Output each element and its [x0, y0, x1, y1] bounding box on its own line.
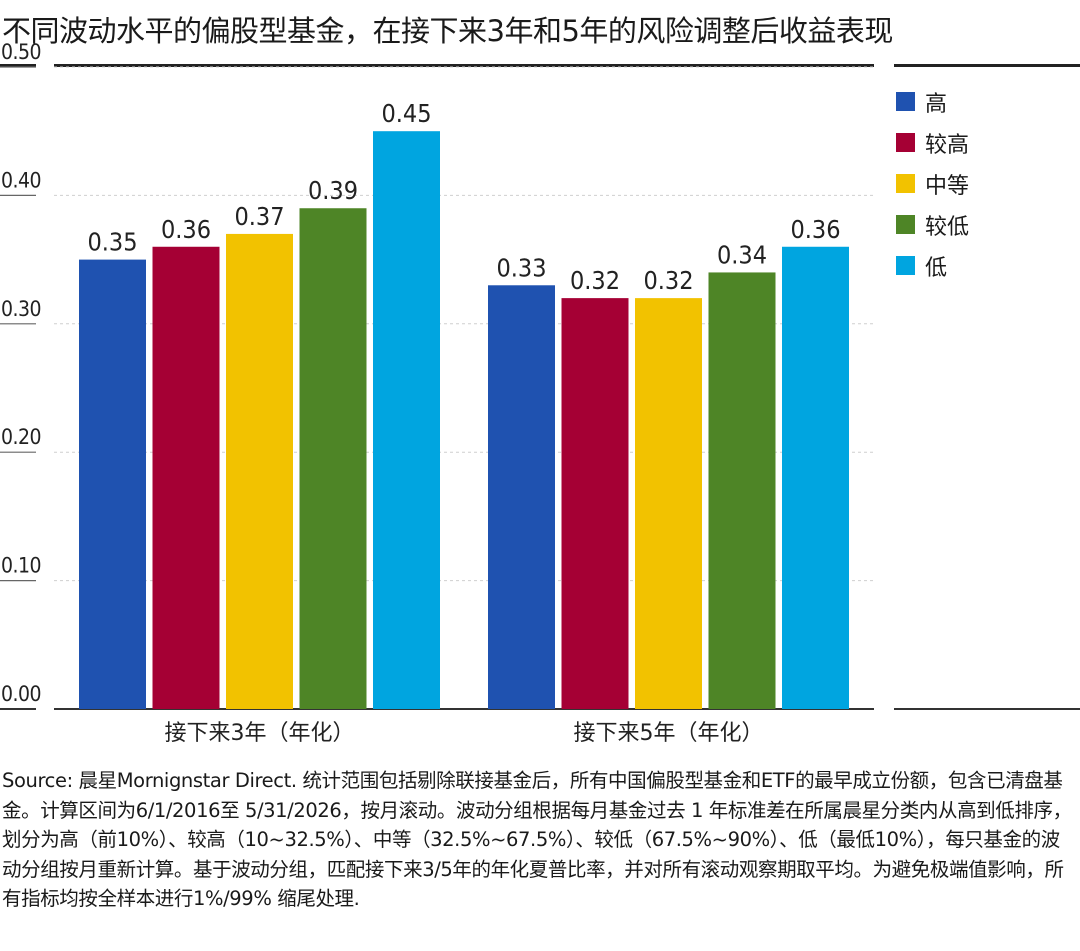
data-label: 0.34 [717, 240, 767, 269]
legend-label: 中等 [925, 173, 970, 199]
bar [373, 131, 440, 709]
chart-title: 不同波动水平的偏股型基金，在接下来3年和5年的风险调整后收益表现 [2, 14, 893, 48]
legend-label: 低 [925, 255, 948, 281]
legend-swatch [896, 92, 915, 111]
data-label: 0.36 [790, 215, 840, 244]
legend-swatch [896, 174, 915, 193]
bar [79, 259, 146, 709]
data-label: 0.39 [308, 176, 358, 205]
top-rule-left [0, 64, 36, 67]
source-note: Source: 晨星Mornignstar Direct. 统计范围包括剔除联接… [2, 769, 1072, 910]
legend-item: 高 [896, 81, 969, 122]
legend: 高较高 中等 较低低 [896, 81, 969, 286]
data-label: 0.32 [643, 266, 693, 295]
data-label: 0.37 [234, 202, 284, 231]
legend-item: 低 [896, 245, 969, 286]
bar [782, 246, 849, 709]
data-label: 0.33 [496, 253, 546, 282]
data-label: 0.35 [87, 228, 137, 257]
top-rule-right [894, 64, 1080, 67]
y-tick-label: 0.00 [1, 682, 41, 706]
data-label: 0.45 [381, 99, 431, 128]
top-rule-main [54, 64, 874, 67]
bar [226, 233, 293, 710]
legend-label: 较高 [925, 132, 970, 158]
legend-swatch [896, 215, 915, 234]
bar [561, 298, 629, 709]
legend-label: 较低 [925, 214, 970, 240]
legend-swatch [896, 133, 915, 152]
legend-swatch [896, 256, 915, 275]
data-label: 0.36 [161, 215, 211, 244]
bar [708, 272, 776, 709]
x-category-label: 接下来5年（年化） [574, 721, 764, 746]
y-tick-label: 0.40 [1, 168, 41, 192]
y-tick-label: 0.20 [1, 425, 41, 449]
bar-chart: 0.00 0.10 0.20 0.30 0.40 0.50 0.35 0.36 0.37 0.39… [0, 40, 1080, 746]
y-tick-label: 0.30 [1, 297, 41, 321]
legend-label: 高 [925, 91, 948, 117]
legend-item: 较高 [896, 122, 969, 163]
legend-item: 中等 [896, 163, 969, 204]
y-tick-label: 0.50 [1, 40, 41, 64]
bar [152, 246, 220, 709]
y-tick-label: 0.10 [1, 554, 41, 578]
data-label: 0.32 [570, 266, 620, 295]
bar [299, 208, 367, 710]
x-category-label: 接下来3年（年化） [165, 721, 355, 746]
legend-item: 较低 [896, 204, 969, 245]
bar [488, 285, 555, 709]
bar [635, 298, 702, 709]
